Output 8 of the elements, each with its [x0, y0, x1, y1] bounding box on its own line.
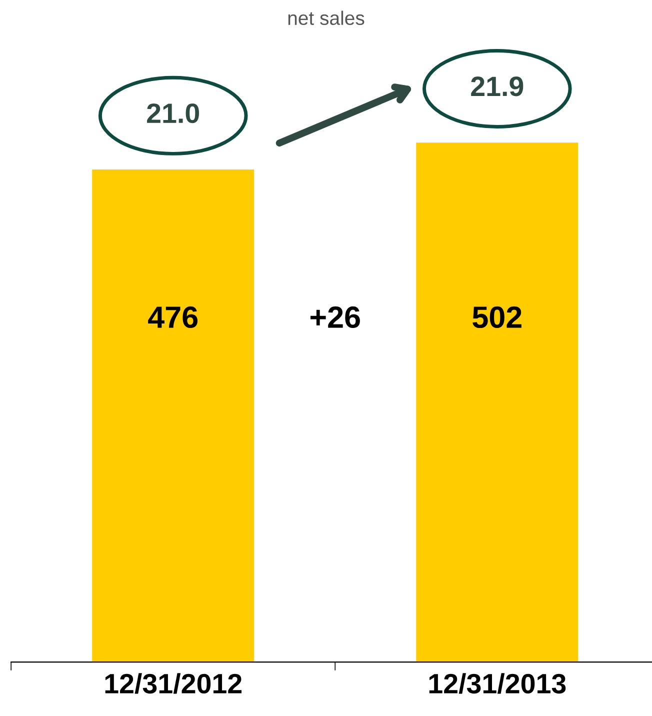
text: net sales — [288, 10, 364, 26]
x-tick-label: 12/31/2012 — [105, 673, 242, 694]
text: 21.0 — [147, 103, 199, 124]
data-label: 502 — [472, 306, 522, 328]
x-tick-label: 12/31/2013 — [429, 673, 566, 694]
annotation: +26 — [310, 306, 360, 328]
data-label: 476 — [148, 306, 198, 328]
text: 21.9 — [471, 76, 524, 96]
